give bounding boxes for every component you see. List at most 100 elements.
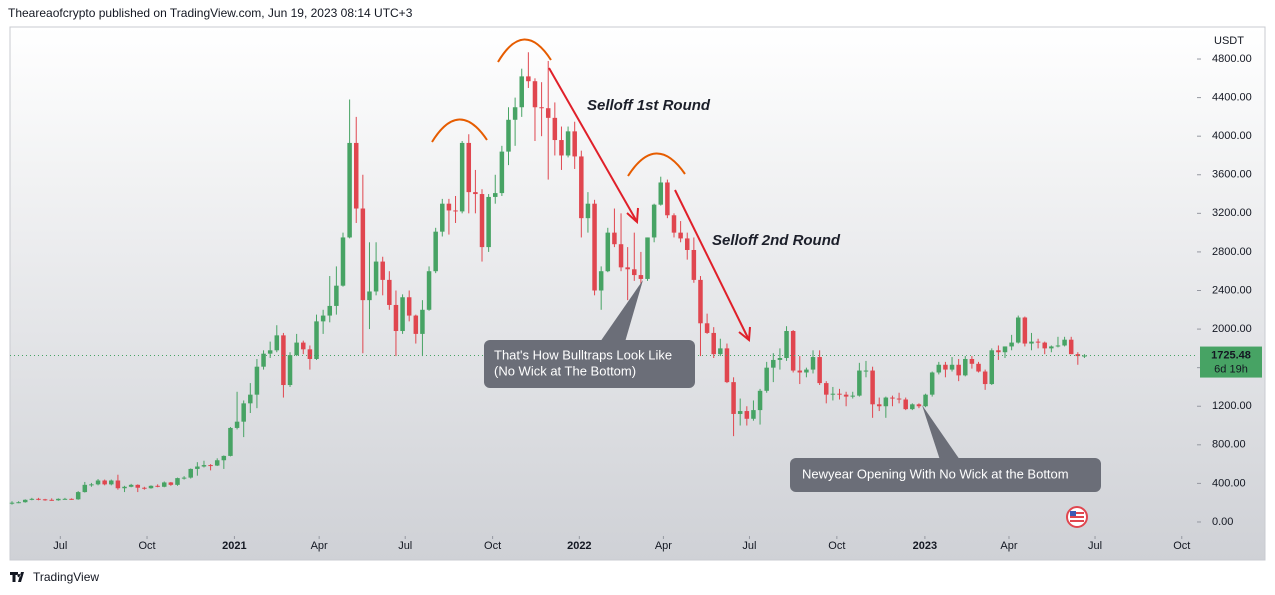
callout-text: (No Wick at The Bottom) (494, 363, 636, 378)
candle-body (956, 364, 961, 376)
candle-body (393, 304, 399, 332)
y-tick-label: 4800.00 (1212, 53, 1252, 65)
candle-body (75, 492, 81, 500)
candle-body (16, 502, 21, 504)
candle-body (751, 410, 756, 419)
candle-body (221, 455, 227, 461)
candle-body (360, 208, 366, 301)
callout (790, 458, 1101, 492)
candle-body (744, 411, 750, 419)
candle-body (195, 466, 200, 469)
candle-body (764, 367, 769, 391)
candle-body (976, 363, 981, 372)
candle-body (281, 335, 286, 386)
callout (484, 340, 695, 388)
candle-body (261, 353, 266, 367)
candle-body (552, 117, 558, 141)
y-tick-label: 2800.00 (1212, 246, 1252, 258)
candle-body (658, 182, 664, 205)
candle-body (625, 267, 630, 270)
candle-body (817, 357, 822, 384)
logo (10, 572, 24, 582)
candle-body (790, 331, 796, 371)
candle-body (234, 421, 240, 428)
candle-body (115, 480, 121, 489)
countdown: 6d 19h (1214, 363, 1248, 375)
candle-body (645, 237, 650, 279)
candle-body (287, 355, 293, 386)
candle-body (208, 465, 213, 467)
arrow (674, 189, 749, 339)
candle-body (420, 309, 425, 334)
plot: 0.00400.00800.001200.001600.002000.00240… (9, 52, 1262, 552)
candle-body (367, 291, 372, 301)
x-tick-label: Oct (138, 540, 155, 552)
candle-body (486, 196, 491, 248)
candle-body (916, 404, 922, 407)
candle-body (493, 193, 498, 197)
candle-body (175, 478, 180, 485)
x-tick-label: 2021 (222, 540, 246, 552)
candle-body (903, 399, 908, 410)
candle-body (671, 215, 677, 233)
candle-body (168, 482, 174, 485)
candle-body (711, 332, 716, 355)
candle-body (592, 203, 597, 291)
candle-body (896, 398, 902, 400)
candle-body (996, 350, 1001, 353)
candle-body (241, 403, 246, 422)
y-tick-label: 1200.00 (1212, 400, 1252, 412)
candle-body (380, 261, 385, 280)
candle-body (440, 203, 445, 232)
candle-body (618, 244, 624, 268)
candle-body (684, 238, 690, 250)
flag-icon (1066, 506, 1088, 528)
candle-body (506, 119, 511, 152)
candle-body (559, 140, 564, 156)
candle-body (142, 487, 147, 489)
candle-body (539, 107, 544, 109)
candle-body (519, 76, 524, 108)
candle-body (1009, 342, 1014, 347)
x-tick-label: 2023 (913, 540, 937, 552)
candle-body (1022, 317, 1028, 344)
candle-body (678, 232, 683, 239)
candle-body (446, 203, 452, 211)
candle-body (804, 369, 809, 373)
candle-body (665, 182, 670, 216)
candle-body (148, 485, 154, 489)
candle-body (843, 394, 849, 397)
candle-body (579, 156, 584, 219)
candle-body (982, 371, 988, 385)
candle-body (724, 348, 730, 383)
candle-body (135, 484, 141, 488)
y-tick-label: 400.00 (1212, 477, 1246, 489)
candle-body (201, 465, 207, 467)
candle-body (890, 397, 895, 399)
candle-body (479, 194, 485, 248)
y-tick-label: 4000.00 (1212, 130, 1252, 142)
candle-body (572, 131, 577, 157)
candle-body (122, 486, 127, 489)
candle-body (585, 203, 591, 219)
candle-body (294, 342, 299, 356)
candle-body (771, 359, 776, 368)
candle-body (565, 131, 571, 156)
x-tick-label: Jul (1088, 540, 1102, 552)
candle-body (466, 142, 472, 193)
arrow-head (626, 207, 639, 225)
candle-body (9, 502, 15, 504)
candle-body (651, 204, 657, 238)
candle-body (943, 364, 948, 370)
candle-body (963, 358, 968, 376)
candle-body (155, 485, 160, 487)
candle-body (459, 142, 465, 212)
y-tick-label: 2000.00 (1212, 323, 1252, 335)
y-tick-label: 800.00 (1212, 439, 1246, 451)
candle-body (797, 370, 803, 373)
candle-body (857, 370, 862, 396)
candle-body (426, 271, 432, 310)
price-label: 1725.48 (1211, 349, 1251, 361)
candle-body (89, 484, 94, 486)
